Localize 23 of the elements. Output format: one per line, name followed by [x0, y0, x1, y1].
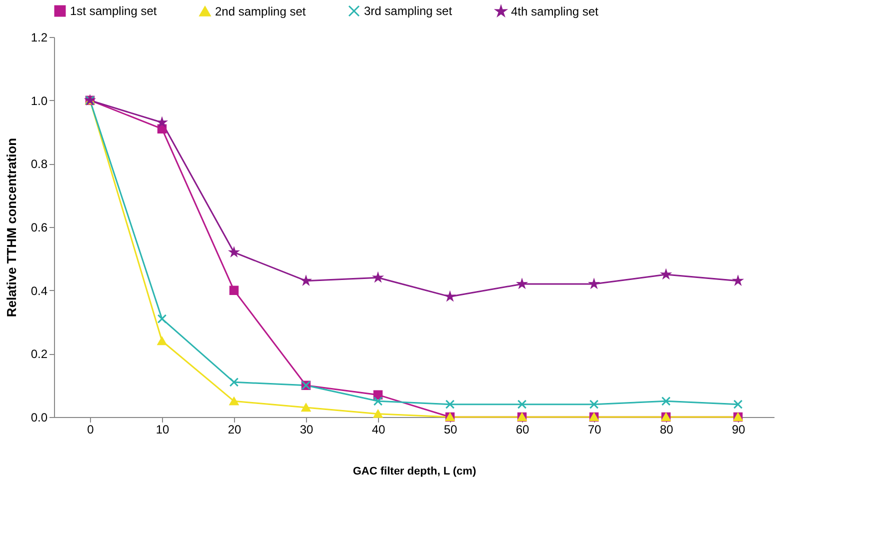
y-tick-label: 0.6	[30, 220, 48, 234]
x-tick-label: 60	[516, 422, 530, 436]
x-tick-label: 90	[732, 422, 746, 436]
x-tick-label: 40	[372, 422, 386, 436]
x-tick-label: 70	[588, 422, 602, 436]
legend-label: 2nd sampling set	[215, 4, 306, 18]
y-tick-label: 1.0	[30, 94, 48, 108]
y-tick-label: 0.2	[30, 347, 48, 362]
x-tick-label: 0	[87, 422, 94, 436]
y-axis-title: Relative TTHM concentration	[4, 138, 19, 318]
x-axis-title: GAC filter depth, L (cm)	[352, 466, 476, 478]
legend-label: 3rd sampling set	[364, 4, 453, 18]
x-tick-label: 30	[300, 422, 314, 436]
y-tick-label: 0.8	[30, 157, 48, 172]
x-tick-label: 10	[156, 422, 170, 436]
legend-label: 1st sampling set	[70, 4, 158, 18]
y-tick-label: 0.4	[30, 284, 48, 298]
x-tick-label: 20	[228, 422, 242, 436]
y-tick-label: 0.0	[30, 410, 48, 424]
x-tick-label: 50	[444, 422, 458, 436]
y-tick-label: 1.2	[30, 30, 48, 44]
x-tick-label: 80	[660, 422, 674, 436]
legend-label: 4th sampling set	[511, 4, 600, 18]
